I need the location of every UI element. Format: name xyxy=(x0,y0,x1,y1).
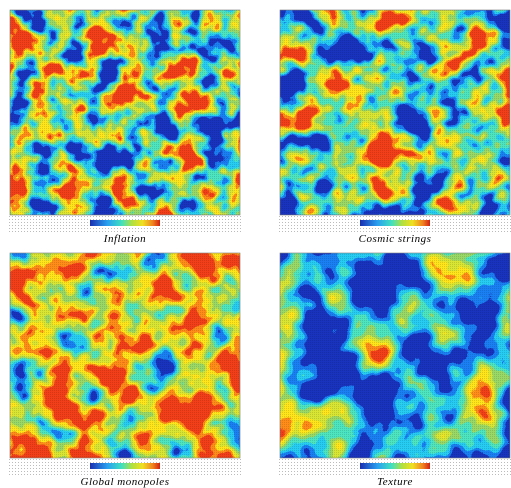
caption: Global monopoles xyxy=(81,476,170,488)
map-frame xyxy=(280,10,510,215)
caption: Inflation xyxy=(103,233,146,245)
map-frame xyxy=(280,253,510,458)
caption: Cosmic strings xyxy=(359,233,432,245)
colorbar xyxy=(360,220,430,226)
caption: Texture xyxy=(377,476,413,488)
colorbar xyxy=(90,463,160,469)
colorbar xyxy=(360,463,430,469)
colorbar xyxy=(90,220,160,226)
map-frame xyxy=(10,253,240,458)
figure: Inflation Cosmic strings Global monopoles T… xyxy=(0,0,511,488)
map-frame xyxy=(10,10,240,215)
